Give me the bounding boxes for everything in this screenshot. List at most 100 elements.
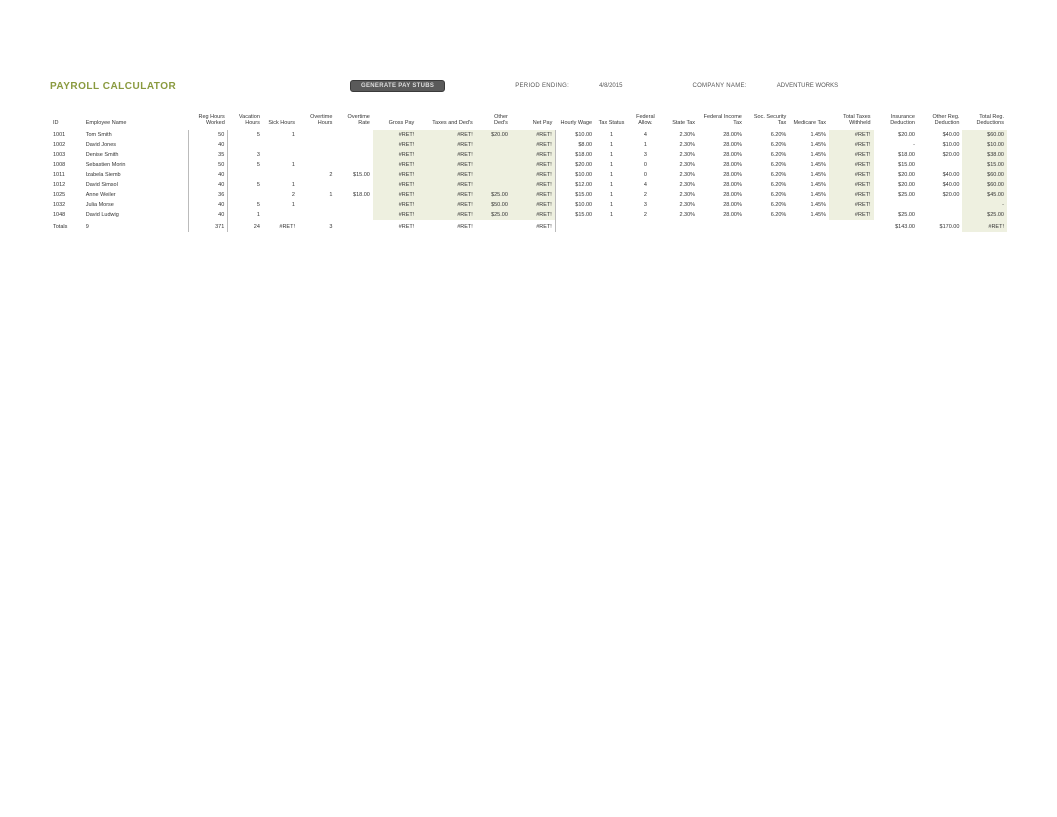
col-header-oth: Overtime Hours bbox=[298, 112, 335, 130]
cell-fa bbox=[628, 220, 663, 232]
cell-vac: 5 bbox=[228, 130, 263, 140]
cell-ttw: #RET! bbox=[829, 210, 873, 220]
cell-med bbox=[789, 220, 829, 232]
cell-taxded: #RET! bbox=[417, 140, 475, 150]
cell-sick bbox=[263, 170, 298, 180]
table-row: 1003Denise Smith353#RET!#RET!#RET!$18.00… bbox=[50, 150, 1007, 160]
col-header-taxded: Taxes and Ded's bbox=[417, 112, 475, 130]
cell-gross: #RET! bbox=[373, 140, 417, 150]
cell-name: David Simsol bbox=[83, 180, 188, 190]
col-header-med: Medicare Tax bbox=[789, 112, 829, 130]
cell-id: 1025 bbox=[50, 190, 83, 200]
cell-id: 1002 bbox=[50, 140, 83, 150]
cell-name: Izabela Siemb bbox=[83, 170, 188, 180]
cell-ins: $143.00 bbox=[874, 220, 918, 232]
cell-gross: #RET! bbox=[373, 180, 417, 190]
cell-ins: - bbox=[874, 140, 918, 150]
cell-oded: $20.00 bbox=[476, 130, 511, 140]
cell-oth bbox=[298, 180, 335, 190]
cell-st: 2.30% bbox=[663, 150, 698, 160]
cell-gross: #RET! bbox=[373, 160, 417, 170]
cell-oth bbox=[298, 150, 335, 160]
col-header-fit: Federal Income Tax bbox=[698, 112, 745, 130]
cell-ins: $18.00 bbox=[874, 150, 918, 160]
cell-oded: $50.00 bbox=[476, 200, 511, 210]
cell-ord: $10.00 bbox=[918, 140, 962, 150]
cell-st: 2.30% bbox=[663, 130, 698, 140]
cell-gross: #RET! bbox=[373, 200, 417, 210]
cell-ord: $40.00 bbox=[918, 130, 962, 140]
cell-oded: $25.00 bbox=[476, 210, 511, 220]
cell-vac: 5 bbox=[228, 180, 263, 190]
cell-ins: $20.00 bbox=[874, 180, 918, 190]
cell-ss: 6.20% bbox=[745, 150, 789, 160]
cell-fa: 3 bbox=[628, 200, 663, 210]
cell-trd: $60.00 bbox=[962, 130, 1007, 140]
cell-ttw bbox=[829, 220, 873, 232]
cell-sick: 1 bbox=[263, 180, 298, 190]
cell-ord: $20.00 bbox=[918, 150, 962, 160]
col-header-fa: Federal Allow. bbox=[628, 112, 663, 130]
cell-oth bbox=[298, 200, 335, 210]
generate-pay-stubs-button[interactable]: GENERATE PAY STUBS bbox=[350, 80, 445, 92]
cell-otr bbox=[335, 140, 372, 150]
cell-otr: $15.00 bbox=[335, 170, 372, 180]
cell-reg: 40 bbox=[188, 140, 228, 150]
cell-st: 2.30% bbox=[663, 180, 698, 190]
col-header-st: State Tax bbox=[663, 112, 698, 130]
cell-ts: 1 bbox=[595, 140, 628, 150]
cell-trd: $15.00 bbox=[962, 160, 1007, 170]
cell-trd: $25.00 bbox=[962, 210, 1007, 220]
cell-sick: 2 bbox=[263, 190, 298, 200]
cell-taxded: #RET! bbox=[417, 150, 475, 160]
cell-net: #RET! bbox=[511, 210, 555, 220]
cell-taxded: #RET! bbox=[417, 200, 475, 210]
cell-med: 1.45% bbox=[789, 200, 829, 210]
cell-hw: $15.00 bbox=[555, 210, 595, 220]
cell-vac: 3 bbox=[228, 150, 263, 160]
cell-reg: 40 bbox=[188, 200, 228, 210]
cell-st: 2.30% bbox=[663, 200, 698, 210]
col-header-trd: Total Reg. Deductions bbox=[962, 112, 1007, 130]
table-row: 1012David Simsol4051#RET!#RET!#RET!$12.0… bbox=[50, 180, 1007, 190]
cell-hw: $12.00 bbox=[555, 180, 595, 190]
cell-net: #RET! bbox=[511, 170, 555, 180]
col-header-ins: Insurance Deduction bbox=[874, 112, 918, 130]
cell-net: #RET! bbox=[511, 160, 555, 170]
cell-net: #RET! bbox=[511, 140, 555, 150]
cell-net: #RET! bbox=[511, 180, 555, 190]
cell-ss: 6.20% bbox=[745, 190, 789, 200]
cell-id: 1011 bbox=[50, 170, 83, 180]
table-row: 1001Tom Smith5051#RET!#RET!$20.00#RET!$1… bbox=[50, 130, 1007, 140]
col-header-reg: Reg Hours Worked bbox=[188, 112, 228, 130]
cell-ord bbox=[918, 160, 962, 170]
period-ending-label: PERIOD ENDING: bbox=[515, 83, 569, 89]
cell-vac bbox=[228, 140, 263, 150]
cell-vac: 1 bbox=[228, 210, 263, 220]
cell-med: 1.45% bbox=[789, 160, 829, 170]
cell-hw: $15.00 bbox=[555, 190, 595, 200]
cell-ins: $25.00 bbox=[874, 190, 918, 200]
cell-gross: #RET! bbox=[373, 190, 417, 200]
cell-ts: 1 bbox=[595, 180, 628, 190]
cell-otr bbox=[335, 130, 372, 140]
cell-gross: #RET! bbox=[373, 150, 417, 160]
cell-ttw: #RET! bbox=[829, 190, 873, 200]
cell-hw: $18.00 bbox=[555, 150, 595, 160]
payroll-table: IDEmployee NameReg Hours WorkedVacation … bbox=[50, 112, 1007, 232]
cell-vac: 5 bbox=[228, 160, 263, 170]
cell-ins: $20.00 bbox=[874, 130, 918, 140]
cell-oded bbox=[476, 170, 511, 180]
page-title: PAYROLL CALCULATOR bbox=[50, 81, 320, 92]
cell-taxded: #RET! bbox=[417, 220, 475, 232]
cell-ttw: #RET! bbox=[829, 150, 873, 160]
cell-name: David Jones bbox=[83, 140, 188, 150]
cell-ss: 6.20% bbox=[745, 210, 789, 220]
cell-ord: $20.00 bbox=[918, 190, 962, 200]
cell-ts: 1 bbox=[595, 200, 628, 210]
cell-ord bbox=[918, 210, 962, 220]
table-row: 1048David Ludwig401#RET!#RET!$25.00#RET!… bbox=[50, 210, 1007, 220]
cell-name: 9 bbox=[83, 220, 188, 232]
cell-sick bbox=[263, 150, 298, 160]
cell-sick: 1 bbox=[263, 160, 298, 170]
